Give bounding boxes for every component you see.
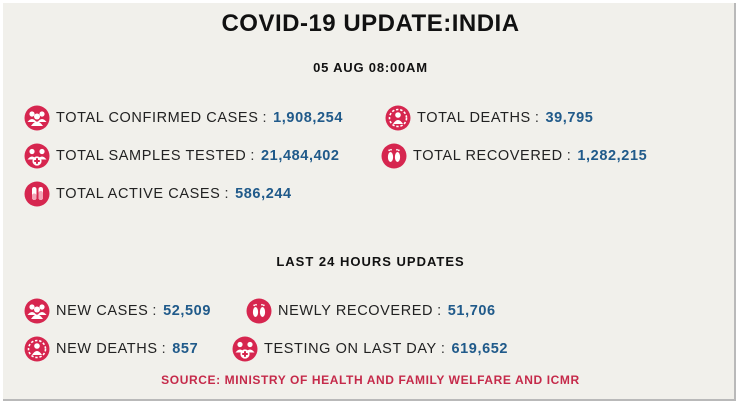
stat-separator: : — [161, 341, 167, 357]
people-icon — [24, 105, 50, 131]
stat-separator: : — [566, 148, 572, 164]
stat-label: TOTAL CONFIRMED CASES — [56, 110, 259, 126]
test-tube-icon — [24, 181, 50, 207]
stat-new-deaths: NEW DEATHS : 857 — [24, 336, 198, 362]
stat-separator: : — [534, 110, 540, 126]
stat-total-samples: TOTAL SAMPLES TESTED : 21,484,402 — [24, 143, 340, 169]
stat-separator: : — [440, 341, 446, 357]
stat-separator: : — [250, 148, 255, 164]
people-icon — [24, 298, 50, 324]
virus-person-icon — [385, 105, 411, 131]
stat-newly-recovered: NEWLY RECOVERED : 51,706 — [246, 298, 496, 324]
people-medical-icon — [24, 143, 50, 169]
stat-total-active: TOTAL ACTIVE CASES : 586,244 — [24, 181, 292, 207]
stat-label: TOTAL DEATHS — [417, 110, 531, 126]
footprints-icon — [381, 143, 407, 169]
stat-value: 1,282,215 — [577, 148, 648, 164]
people-medical-icon — [232, 336, 258, 362]
stat-separator: : — [437, 303, 442, 319]
stat-label: TOTAL SAMPLES TESTED — [56, 148, 247, 164]
page-title: COVID-19 UPDATE:INDIA — [221, 10, 520, 37]
stat-total-confirmed: TOTAL CONFIRMED CASES : 1,908,254 — [24, 105, 343, 131]
covid-update-card — [3, 3, 736, 401]
stat-separator: : — [262, 110, 268, 126]
stat-value: 52,509 — [163, 303, 212, 319]
stat-value: 51,706 — [447, 303, 496, 319]
stat-label: TOTAL RECOVERED — [413, 148, 563, 164]
stat-value: 619,652 — [451, 341, 509, 357]
stat-testing-last-day: TESTING ON LAST DAY : 619,652 — [232, 336, 508, 362]
stat-value: 21,484,402 — [261, 148, 340, 164]
stat-separator: : — [152, 303, 158, 319]
stat-label: NEW CASES — [56, 303, 149, 319]
stat-total-recovered: TOTAL RECOVERED : 1,282,215 — [381, 143, 647, 169]
stat-separator: : — [224, 186, 230, 202]
stat-new-cases: NEW CASES : 52,509 — [24, 298, 211, 324]
virus-person-icon — [24, 336, 50, 362]
stat-value: 586,244 — [235, 186, 292, 202]
stat-value: 1,908,254 — [273, 110, 344, 126]
footprints-icon — [246, 298, 272, 324]
stat-value: 857 — [172, 341, 199, 357]
update-date: 05 AUG 08:00AM — [313, 60, 428, 75]
stat-label: NEWLY RECOVERED — [278, 303, 434, 319]
stat-label: NEW DEATHS — [56, 341, 158, 357]
source-credit: SOURCE: MINISTRY OF HEALTH AND FAMILY WE… — [161, 373, 580, 387]
stat-label: TESTING ON LAST DAY — [264, 341, 437, 357]
stat-label: TOTAL ACTIVE CASES — [56, 186, 221, 202]
stat-value: 39,795 — [545, 110, 594, 126]
stat-total-deaths: TOTAL DEATHS : 39,795 — [385, 105, 593, 131]
section-heading-last-24-hours: LAST 24 HOURS UPDATES — [276, 254, 465, 269]
